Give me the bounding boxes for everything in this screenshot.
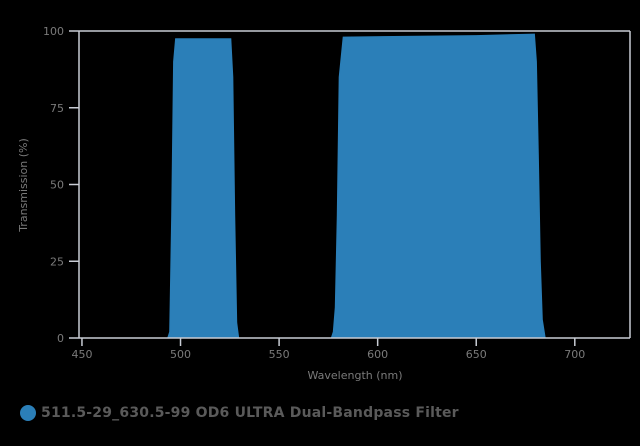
x-tick-label: 450 xyxy=(71,348,92,361)
y-tick-label: 0 xyxy=(57,332,64,345)
x-tick-label: 600 xyxy=(367,348,388,361)
series-area xyxy=(79,33,630,339)
x-tick-label: 700 xyxy=(564,348,585,361)
x-axis-title: Wavelength (nm) xyxy=(307,369,402,382)
legend[interactable]: 511.5-29_630.5-99 OD6 ULTRA Dual-Bandpas… xyxy=(20,405,459,421)
axes: 0 25 50 75 100 450 500 550 600 650 700 xyxy=(43,25,631,361)
y-tick-label: 100 xyxy=(43,25,64,38)
legend-marker-icon xyxy=(20,405,36,421)
x-tick-label: 500 xyxy=(170,348,191,361)
plot-area xyxy=(79,33,630,339)
y-tick-label: 25 xyxy=(50,255,64,268)
legend-label: 511.5-29_630.5-99 OD6 ULTRA Dual-Bandpas… xyxy=(41,405,459,421)
y-tick-label: 75 xyxy=(50,102,64,115)
y-tick-label: 50 xyxy=(50,179,64,192)
x-tick-label: 650 xyxy=(466,348,487,361)
y-axis-title: Transmission (%) xyxy=(17,138,30,233)
x-tick-label: 550 xyxy=(269,348,290,361)
